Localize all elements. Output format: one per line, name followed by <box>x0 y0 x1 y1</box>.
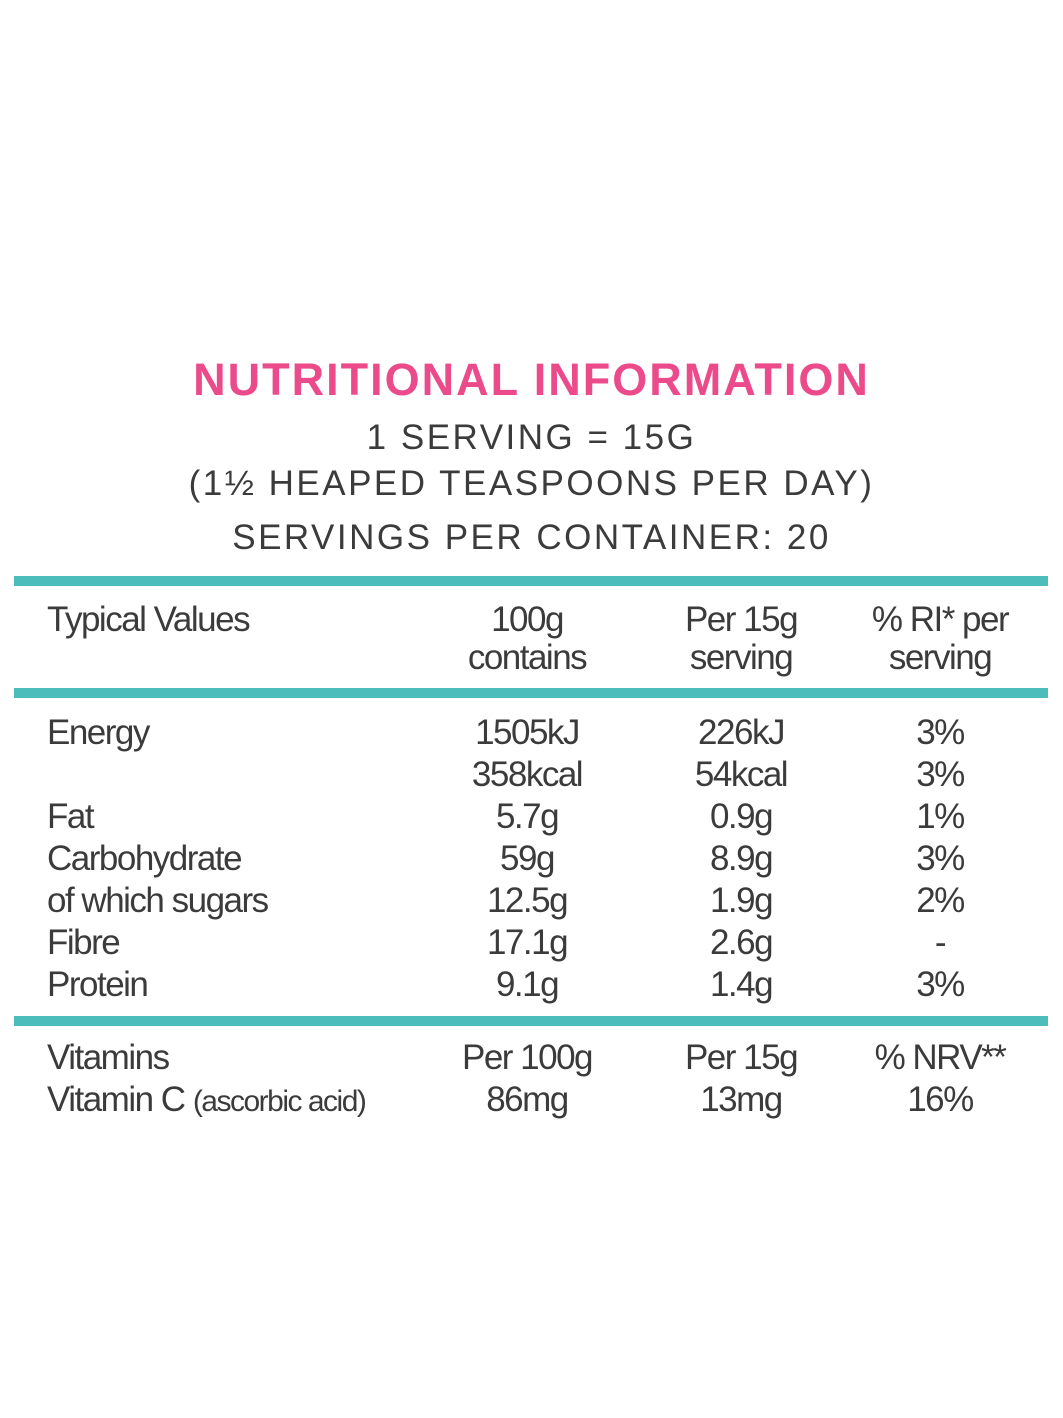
page-title: NUTRITIONAL INFORMATION <box>193 354 870 405</box>
vitamin-name-text: Vitamin C <box>47 1080 186 1119</box>
header-typical-values: Typical Values <box>47 600 251 639</box>
cell-per-100g: 59g <box>500 839 555 878</box>
vitamin-nrv: 16% <box>907 1080 974 1119</box>
cell-nutrient: Fat <box>47 797 95 836</box>
table-row: Energy 1505kJ 226kJ 3% <box>0 712 1063 754</box>
cell-per-15g: 1.9g <box>709 881 774 920</box>
cell-per-15g: 2.6g <box>709 923 774 962</box>
servings-per-container: SERVINGS PER CONTAINER: 20 <box>232 518 831 557</box>
cell-ri: 3% <box>916 839 965 878</box>
cell-ri: 2% <box>916 881 965 920</box>
serving-note: (1½ HEAPED TEASPOONS PER DAY) <box>188 464 875 503</box>
cell-per-15g: 54kcal <box>694 755 789 794</box>
header-per-15g: Per 15g <box>684 600 799 639</box>
divider-top <box>14 576 1048 586</box>
vitamins-label: Vitamins <box>47 1038 170 1077</box>
cell-nutrient: Fibre <box>47 923 121 962</box>
header-per-15g-line2: serving <box>689 638 794 677</box>
cell-per-100g: 12.5g <box>486 881 569 920</box>
vitamins-per-100g: Per 100g <box>461 1038 594 1077</box>
header-100g-line2: contains <box>467 638 588 677</box>
cell-per-100g: 17.1g <box>486 923 569 962</box>
header-ri-line2: serving <box>888 638 993 677</box>
cell-per-100g: 9.1g <box>495 965 560 1004</box>
table-row: 358kcal 54kcal 3% <box>0 754 1063 796</box>
vitamin-per-15g: 13mg <box>700 1080 783 1119</box>
vitamins-per-15g: Per 15g <box>684 1038 799 1077</box>
table-header-row-2: contains serving serving <box>0 637 1063 679</box>
divider-middle <box>14 688 1048 698</box>
divider-bottom <box>14 1016 1048 1026</box>
table-row: Fibre 17.1g 2.6g - <box>0 922 1063 964</box>
cell-per-15g: 226kJ <box>698 713 785 752</box>
cell-per-15g: 1.4g <box>709 965 774 1004</box>
cell-nutrient: Protein <box>47 965 149 1004</box>
cell-per-100g: 358kcal <box>471 755 584 794</box>
serving-size: 1 SERVING = 15G <box>366 418 697 457</box>
vitamin-name: Vitamin C (ascorbic acid) <box>47 1079 367 1123</box>
cell-ri: 3% <box>916 965 965 1004</box>
cell-nutrient: Energy <box>47 713 150 752</box>
cell-per-15g: 0.9g <box>709 797 774 836</box>
table-row: Protein 9.1g 1.4g 3% <box>0 964 1063 1006</box>
table-row: Fat 5.7g 0.9g 1% <box>0 796 1063 838</box>
vitamins-header-row: Vitamins Per 100g Per 15g % NRV** <box>0 1037 1063 1079</box>
cell-nutrient: Carbohydrate <box>47 839 243 878</box>
table-row: Carbohydrate 59g 8.9g 3% <box>0 838 1063 880</box>
cell-ri: 3% <box>916 713 965 752</box>
vitamin-row: Vitamin C (ascorbic acid) 86mg 13mg 16% <box>0 1079 1063 1121</box>
table-row: of which sugars 12.5g 1.9g 2% <box>0 880 1063 922</box>
cell-ri: 3% <box>916 755 965 794</box>
vitamins-nrv: % NRV** <box>874 1038 1007 1077</box>
header-ri: % RI* per <box>871 600 1010 639</box>
cell-per-15g: 8.9g <box>709 839 774 878</box>
vitamin-note: (ascorbic acid) <box>192 1085 367 1118</box>
vitamin-per-100g: 86mg <box>486 1080 569 1119</box>
cell-ri: - <box>934 923 947 962</box>
cell-ri: 1% <box>916 797 965 836</box>
cell-nutrient: of which sugars <box>47 881 269 920</box>
cell-per-100g: 5.7g <box>495 797 560 836</box>
cell-per-100g: 1505kJ <box>475 713 580 752</box>
header-100g: 100g <box>491 600 564 639</box>
table-header-row-1: Typical Values 100g Per 15g % RI* per <box>0 599 1063 641</box>
